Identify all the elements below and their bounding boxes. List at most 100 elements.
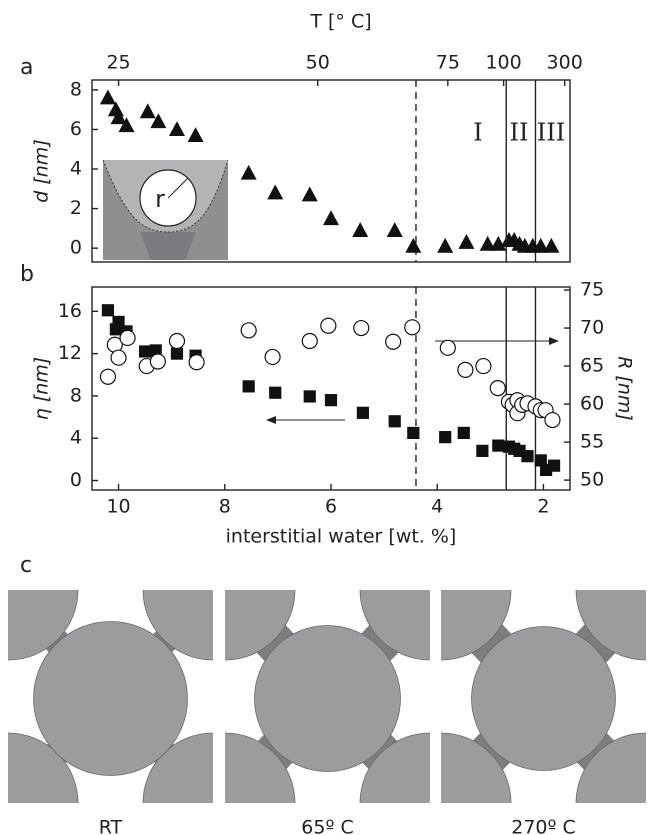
- triangle-point: [437, 237, 454, 253]
- x-tick-label: 10: [106, 496, 130, 518]
- corner-grain: [575, 732, 646, 803]
- center-grain: [33, 621, 188, 776]
- y2-axis-title: R [nm]: [614, 356, 636, 421]
- circle-point: [457, 361, 474, 378]
- triangle-point: [352, 222, 369, 237]
- caption: RT: [99, 817, 123, 835]
- y-tick-label: 12: [58, 342, 82, 364]
- y2-tick-label: 70: [580, 317, 604, 339]
- circle-point: [149, 353, 166, 370]
- square-point: [356, 406, 369, 419]
- circle-point: [439, 339, 456, 356]
- triangle-point: [168, 121, 185, 137]
- caption: 65º C: [301, 817, 353, 835]
- y-tick-label: 2: [70, 197, 82, 219]
- inset-label: r: [155, 185, 165, 213]
- circle-point: [544, 411, 561, 429]
- triangle-point: [301, 186, 318, 202]
- center-grain: [254, 625, 401, 772]
- circle-point: [119, 329, 136, 347]
- x2-tick-label: 50: [306, 52, 330, 74]
- circle-point: [489, 380, 506, 397]
- square-point: [439, 431, 452, 444]
- region-label: III: [537, 119, 565, 147]
- triangle-point: [458, 233, 475, 249]
- triangle-point: [150, 113, 167, 129]
- square-point: [242, 380, 255, 393]
- plot-frame: [91, 79, 571, 263]
- x-tick-label: 8: [219, 496, 231, 518]
- triangle-point: [543, 237, 560, 253]
- circle-point: [353, 319, 370, 337]
- y-tick-label: 16: [58, 300, 82, 322]
- y-tick-label: 4: [70, 427, 82, 449]
- circle-point: [99, 368, 117, 385]
- square-point: [547, 459, 561, 472]
- circle-point: [475, 357, 492, 375]
- corner-grain: [359, 590, 430, 661]
- inset-radius: [167, 177, 189, 199]
- panel-label: b: [20, 262, 34, 287]
- region-label: I: [473, 119, 482, 147]
- circle-point: [110, 349, 127, 366]
- x2-tick-label: 25: [106, 52, 130, 74]
- corner-grain: [441, 590, 512, 661]
- x-tick-label: 6: [325, 496, 337, 518]
- arrow-head: [266, 416, 276, 424]
- square-point: [269, 386, 282, 399]
- y2-tick-label: 60: [580, 393, 604, 415]
- circle-point: [385, 333, 402, 350]
- inset: [103, 160, 228, 260]
- x2-axis-title: T [° C]: [309, 11, 371, 33]
- panel-label: a: [20, 55, 33, 80]
- y2-tick-label: 55: [580, 431, 604, 453]
- y-axis-title: d [nm]: [31, 139, 53, 202]
- corner-grain: [225, 732, 296, 803]
- corner-grain: [8, 590, 79, 661]
- x2-tick-label: 100: [485, 52, 521, 74]
- inset-neck: [140, 232, 196, 260]
- x-tick-label: 2: [537, 496, 549, 518]
- square-point: [388, 415, 401, 428]
- triangle-point: [187, 127, 204, 142]
- y-tick-label: 8: [70, 78, 82, 100]
- corner-grain: [575, 590, 646, 661]
- triangle-point: [479, 235, 496, 251]
- y2-tick-label: 50: [580, 469, 604, 491]
- triangle-point: [267, 184, 284, 200]
- y-tick-label: 4: [70, 158, 82, 180]
- center-grain: [471, 626, 616, 771]
- triangle-point: [99, 89, 116, 105]
- packing-tile: [225, 590, 430, 803]
- packing-tile: [8, 590, 213, 803]
- triangle-point: [490, 235, 507, 251]
- square-point: [101, 304, 115, 317]
- y-tick-label: 0: [70, 469, 82, 491]
- y2-tick-label: 65: [580, 355, 604, 377]
- square-point: [457, 426, 470, 440]
- square-point: [407, 426, 420, 440]
- region-label: II: [510, 119, 529, 147]
- x2-tick-label: 300: [547, 52, 583, 74]
- square-point: [170, 347, 184, 360]
- circle-point: [264, 348, 281, 366]
- y-tick-label: 8: [70, 384, 82, 406]
- y-tick-label: 0: [70, 237, 82, 259]
- triangle-point: [118, 117, 135, 133]
- circle-point: [168, 332, 186, 350]
- square-point: [476, 444, 489, 457]
- packing-tile: [441, 590, 646, 803]
- square-point: [492, 439, 505, 452]
- circle-point: [404, 319, 421, 336]
- square-point: [324, 394, 338, 407]
- triangle-point: [139, 103, 156, 119]
- corner-grain: [441, 732, 512, 803]
- x-axis-title: interstitial water [wt. %]: [226, 526, 457, 548]
- triangle-point: [405, 237, 422, 253]
- corner-grain: [359, 732, 430, 803]
- triangle-point: [322, 210, 340, 226]
- triangle-point: [110, 109, 127, 125]
- inset-grain: [103, 160, 228, 260]
- square-point: [303, 390, 316, 403]
